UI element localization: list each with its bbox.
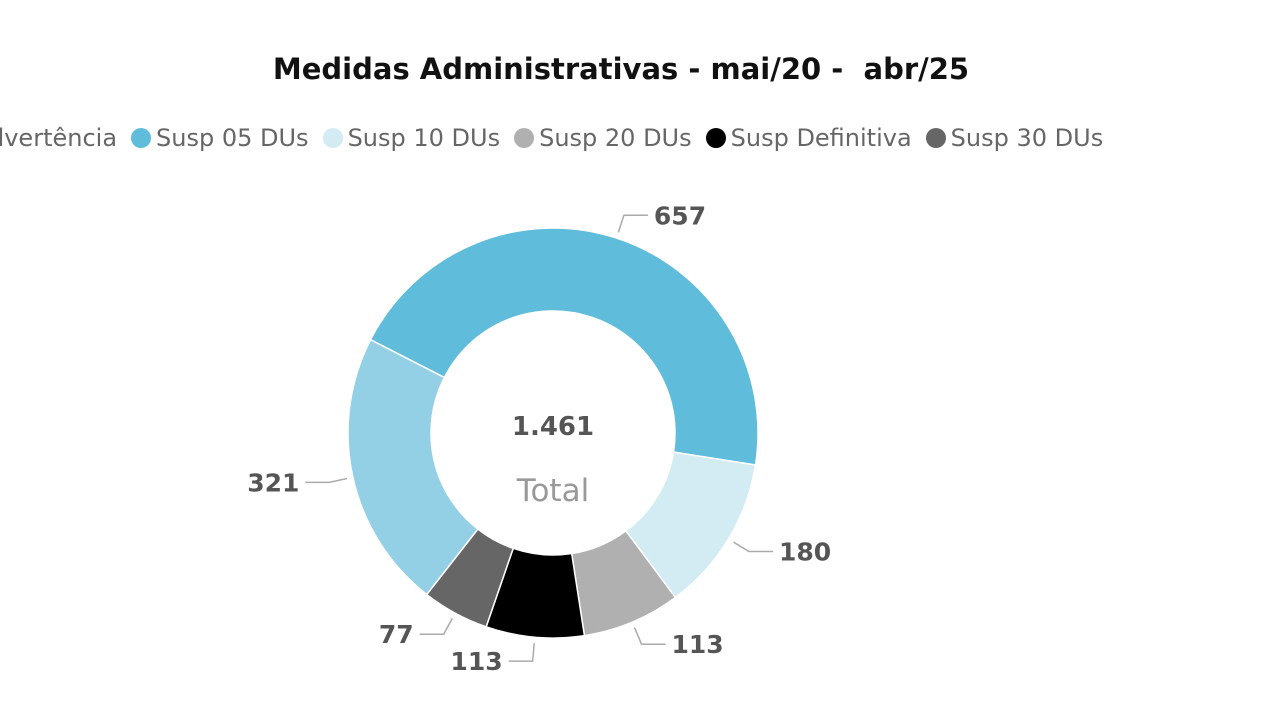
data-label: 657 xyxy=(654,201,706,230)
leader-line xyxy=(633,627,666,645)
legend-label: Advertência xyxy=(0,124,118,152)
donut-slice[interactable] xyxy=(347,338,479,596)
legend-label: Susp 05 DUs xyxy=(156,124,309,152)
legend-label: Susp 10 DUs xyxy=(347,124,501,152)
legend-item[interactable]: Susp 30 DUs xyxy=(925,124,1104,152)
legend-item[interactable]: Susp 20 DUs xyxy=(514,124,692,152)
data-label: 77 xyxy=(379,620,414,649)
leader-line xyxy=(617,214,648,233)
leader-line xyxy=(508,643,535,662)
data-label: 113 xyxy=(450,647,502,676)
legend-marker xyxy=(925,128,946,148)
center-total-value: 1.461 xyxy=(512,412,594,442)
legend-label: Susp Definitiva xyxy=(730,124,912,152)
data-label: 180 xyxy=(779,537,831,566)
leader-line xyxy=(305,477,348,484)
legend-label: Susp 30 DUs xyxy=(950,124,1104,152)
data-label: 321 xyxy=(247,468,299,497)
legend-item[interactable]: Susp 10 DUs xyxy=(322,124,501,152)
legend-item[interactable]: Susp 05 DUs xyxy=(131,124,309,152)
donut-slice[interactable] xyxy=(425,528,515,628)
legend-marker xyxy=(322,128,343,148)
center-total-label: Total xyxy=(516,473,589,509)
leader-line xyxy=(419,618,453,635)
legend-marker xyxy=(131,128,152,148)
legend-label: Susp 20 DUs xyxy=(539,124,692,152)
donut-slice[interactable] xyxy=(369,227,759,466)
legend-marker xyxy=(514,128,535,148)
chart-title: Medidas Administrativas - mai/20 - abr/2… xyxy=(272,52,970,86)
legend-item[interactable]: Advertência xyxy=(0,124,117,152)
legend-item[interactable]: Susp Definitiva xyxy=(705,124,912,152)
legend: Advertência Susp 05 DUs Susp 10 DUs Susp 20… xyxy=(0,124,1103,152)
data-label: 113 xyxy=(672,630,724,659)
leader-line xyxy=(733,541,773,553)
legend-marker xyxy=(705,128,726,148)
